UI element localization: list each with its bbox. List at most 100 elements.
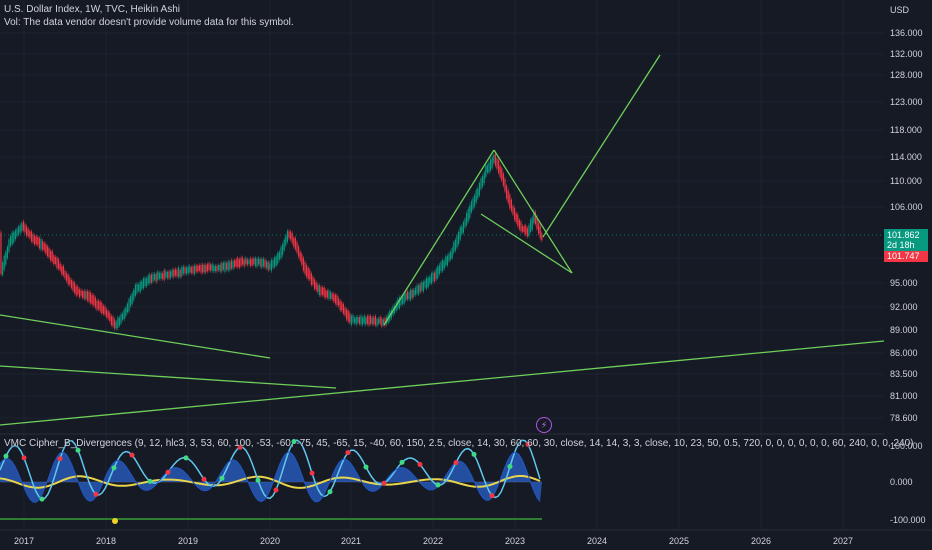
- candle: [283, 239, 285, 251]
- candle: [243, 259, 245, 267]
- candle: [341, 302, 343, 311]
- candle: [504, 178, 506, 192]
- candle: [530, 219, 532, 232]
- candle: [115, 321, 117, 329]
- candle: [70, 280, 72, 288]
- candle: [325, 290, 327, 298]
- time-tick-label: 2027: [833, 536, 853, 546]
- candle: [446, 255, 448, 266]
- candle: [299, 251, 301, 261]
- candle: [178, 267, 180, 278]
- candle: [35, 236, 37, 245]
- candle: [238, 259, 240, 268]
- time-tick-label: 2017: [14, 536, 34, 546]
- candle: [278, 251, 280, 260]
- candle: [166, 272, 168, 279]
- candle: [34, 235, 36, 245]
- candle: [522, 226, 524, 232]
- candle: [195, 265, 197, 272]
- indicator-axis[interactable]: 100.000 0.000 -100.000: [890, 441, 926, 525]
- candle: [62, 266, 64, 276]
- candle: [142, 278, 144, 289]
- candle: [213, 265, 215, 272]
- candle: [134, 284, 136, 296]
- candle: [469, 205, 471, 218]
- candle: [242, 257, 244, 265]
- candle: [93, 295, 95, 306]
- candle: [419, 284, 421, 292]
- candle: [483, 172, 485, 184]
- symbol-legend[interactable]: U.S. Dollar Index, 1W, TVC, Heikin Ashi: [4, 4, 180, 15]
- candle: [517, 214, 519, 226]
- indicator-tick-label: 0.000: [890, 477, 913, 487]
- candle: [317, 284, 319, 293]
- candle: [338, 298, 340, 306]
- candle: [526, 228, 528, 237]
- indicator-legend[interactable]: VMC Cipher_B_Divergences (9, 12, hlc3, 3…: [4, 438, 914, 449]
- candle: [189, 265, 191, 273]
- candle: [149, 274, 151, 284]
- candle: [30, 231, 32, 242]
- candle: [211, 263, 213, 271]
- time-tick-label: 2025: [669, 536, 689, 546]
- grid-lines: [0, 0, 884, 530]
- time-axis[interactable]: 2017 2018 2019 2020 2021 2022 2023 2024 2025 2026…: [0, 529, 932, 546]
- wave-line-2: [0, 451, 541, 503]
- candle: [154, 273, 156, 280]
- candle: [67, 274, 69, 285]
- candle: [414, 287, 416, 295]
- cross-dot: [111, 465, 117, 471]
- candle: [365, 317, 367, 325]
- candle: [453, 242, 455, 253]
- candle: [37, 237, 39, 245]
- candle: [285, 235, 287, 246]
- cross-dot: [237, 444, 243, 450]
- cross-dot: [309, 470, 315, 476]
- candle: [448, 253, 450, 261]
- candle: [326, 290, 328, 298]
- cross-dot: [165, 469, 171, 475]
- cross-dot: [147, 478, 153, 484]
- candle: [501, 168, 503, 181]
- candle: [230, 260, 232, 269]
- time-tick-label: 2023: [505, 536, 525, 546]
- price-tick-label: 128.000: [890, 70, 923, 80]
- candle: [518, 219, 520, 230]
- candle: [366, 315, 368, 324]
- candle: [179, 269, 181, 277]
- candle: [445, 256, 447, 266]
- cross-dot: [93, 491, 99, 497]
- candle: [354, 317, 356, 324]
- candle: [464, 219, 466, 228]
- trendline-wedge-bottom: [480, 213, 573, 274]
- candle: [538, 223, 540, 234]
- price-tick-label: 136.000: [890, 28, 923, 38]
- candle: [118, 317, 120, 326]
- trendlines[interactable]: [0, 54, 885, 426]
- candle: [114, 319, 116, 329]
- candle: [152, 273, 154, 282]
- candle: [422, 281, 424, 292]
- candle: [294, 237, 296, 250]
- currency-label[interactable]: USD: [890, 5, 910, 15]
- candle: [541, 233, 543, 241]
- wave-line-1: [0, 439, 541, 500]
- candle: [0, 232, 2, 274]
- candle: [181, 267, 183, 277]
- candle: [246, 259, 248, 265]
- candle: [232, 261, 234, 269]
- price-tick-label: 92.000: [890, 302, 918, 312]
- price-tick-label: 89.000: [890, 325, 918, 335]
- candle: [146, 278, 148, 287]
- candle: [237, 257, 239, 268]
- candle: [450, 251, 452, 260]
- cross-dot: [453, 460, 459, 466]
- price-axis[interactable]: 136.000 132.000 128.000 123.000 118.000 114.0…: [890, 28, 923, 423]
- cross-dot: [183, 455, 189, 461]
- lightning-icon[interactable]: ⚡: [536, 417, 552, 433]
- candle: [75, 286, 77, 296]
- candle: [277, 252, 279, 264]
- candle: [403, 293, 405, 304]
